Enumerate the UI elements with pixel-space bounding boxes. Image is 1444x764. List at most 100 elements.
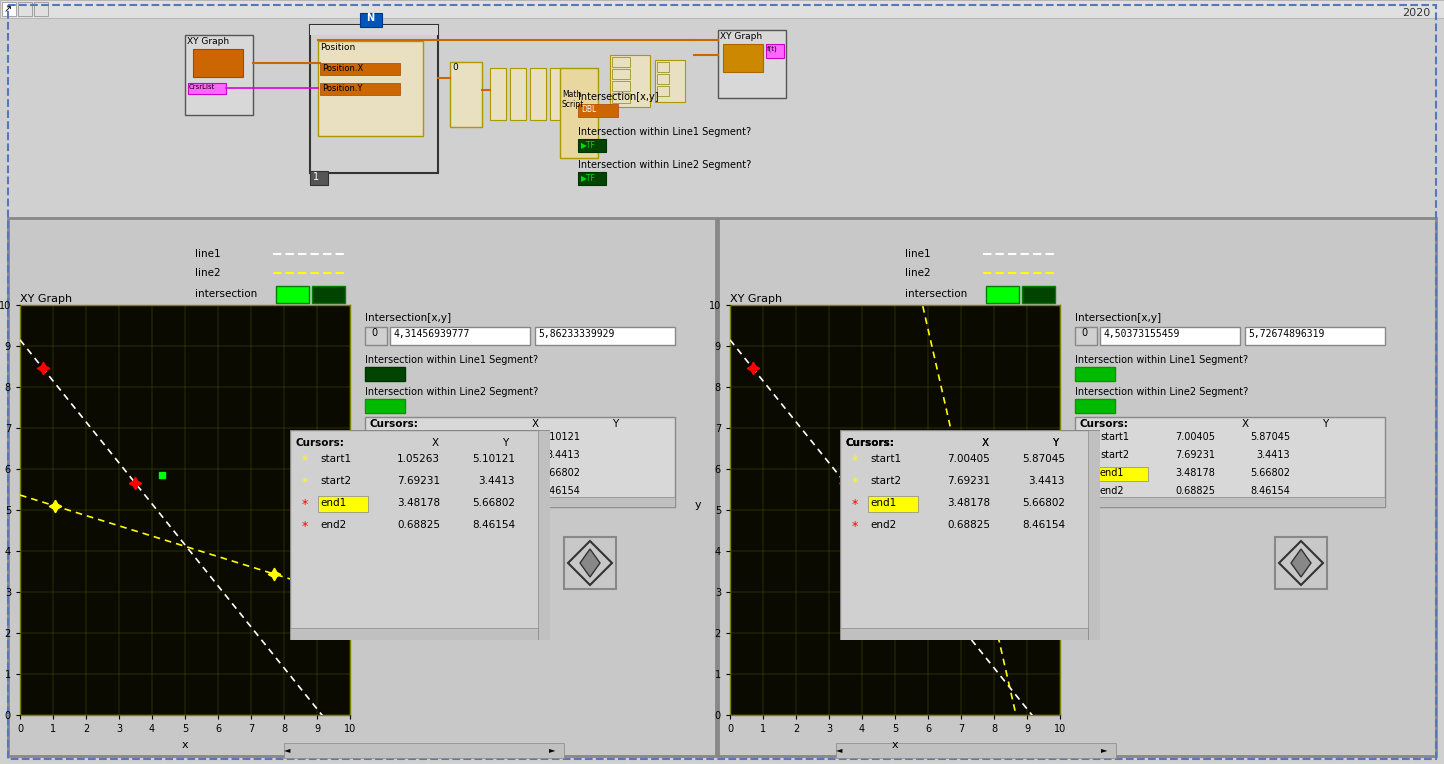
Polygon shape (1291, 549, 1311, 577)
Bar (35, 2, 48, 16)
Bar (612, 81, 630, 91)
Text: X: X (982, 438, 989, 448)
Bar (578, 104, 618, 117)
Bar (612, 69, 630, 79)
Text: end2: end2 (1100, 486, 1125, 496)
Bar (321, 83, 400, 95)
Text: Intersection within Line1 Segment?: Intersection within Line1 Segment? (365, 355, 539, 365)
Text: 5,72674896319: 5,72674896319 (1248, 329, 1324, 339)
Text: Cursors:: Cursors: (1080, 419, 1129, 429)
Bar (318, 496, 368, 512)
Text: 3.48178: 3.48178 (1175, 468, 1214, 478)
Text: Cursors:: Cursors: (370, 419, 419, 429)
Text: XY Graph: XY Graph (188, 37, 230, 46)
Text: 7.69231: 7.69231 (1175, 450, 1214, 460)
Bar (840, 628, 1087, 640)
Text: Y: Y (1321, 419, 1328, 429)
Bar (657, 74, 669, 84)
Bar (1074, 497, 1385, 507)
Text: ▶TF: ▶TF (580, 173, 596, 182)
Text: start1: start1 (1100, 432, 1129, 442)
Text: 3.4413: 3.4413 (1256, 450, 1289, 460)
Text: Intersection within Line1 Segment?: Intersection within Line1 Segment? (1074, 355, 1248, 365)
Text: start2: start2 (869, 476, 901, 486)
Bar (321, 63, 400, 75)
Text: 7.69231: 7.69231 (465, 450, 505, 460)
Bar (765, 44, 784, 58)
Text: intersection: intersection (905, 290, 967, 299)
Bar (560, 68, 598, 158)
Text: *: * (302, 476, 308, 489)
Text: Position.X: Position.X (322, 64, 364, 73)
Text: 1.05263: 1.05263 (397, 454, 440, 464)
Text: end1: end1 (321, 498, 347, 508)
Text: Y: Y (1051, 438, 1058, 448)
Text: Intersection within Line1 Segment?: Intersection within Line1 Segment? (578, 127, 751, 137)
Text: Y: Y (503, 438, 508, 448)
Bar (188, 83, 227, 94)
Text: 8.46154: 8.46154 (1251, 486, 1289, 496)
Bar (1087, 430, 1100, 640)
Text: 0.68825: 0.68825 (465, 486, 505, 496)
Text: *: * (373, 432, 378, 442)
Text: intersection: intersection (195, 290, 257, 299)
Bar (365, 399, 404, 413)
Bar (539, 430, 550, 640)
Text: 7.69231: 7.69231 (947, 476, 991, 486)
Bar (1100, 327, 1240, 345)
Text: 8.46154: 8.46154 (540, 486, 580, 496)
Bar (1097, 467, 1148, 481)
Text: Position: Position (321, 43, 355, 52)
Bar (490, 68, 505, 120)
X-axis label: x: x (182, 740, 188, 749)
Text: X: X (432, 438, 439, 448)
Bar (193, 49, 243, 77)
Bar (578, 172, 606, 185)
Bar (0, 0, 1444, 18)
Bar (1074, 327, 1097, 345)
Text: ◄: ◄ (836, 745, 842, 754)
Y-axis label: y: y (695, 500, 700, 510)
Text: N: N (365, 13, 374, 23)
Bar (1022, 286, 1056, 303)
Text: *: * (302, 520, 308, 533)
Text: Intersection within Line2 Segment?: Intersection within Line2 Segment? (365, 387, 539, 397)
Text: start1: start1 (390, 432, 419, 442)
Bar (290, 628, 539, 640)
Bar (1, 2, 16, 16)
Bar (451, 62, 482, 127)
Bar (657, 62, 669, 72)
Text: *: * (373, 486, 378, 496)
Bar (1275, 537, 1327, 589)
Text: 5.10121: 5.10121 (540, 432, 580, 442)
Bar (388, 467, 438, 481)
Bar (510, 68, 526, 120)
Text: *: * (852, 498, 858, 511)
Text: end1: end1 (390, 468, 414, 478)
Text: *: * (852, 520, 858, 533)
Text: 5.66802: 5.66802 (472, 498, 516, 508)
Text: line1: line1 (195, 249, 221, 259)
Bar (17, 2, 32, 16)
Text: Intersection[x,y]: Intersection[x,y] (1074, 313, 1161, 323)
Text: *: * (852, 454, 858, 467)
Bar (609, 55, 650, 107)
Bar (565, 537, 617, 589)
Bar (1245, 327, 1385, 345)
Text: Cursors:: Cursors: (845, 438, 894, 448)
Bar (365, 327, 387, 345)
Text: 0: 0 (371, 328, 377, 338)
Text: ◄: ◄ (284, 745, 290, 754)
Text: start1: start1 (869, 454, 901, 464)
Text: 4,50373155459: 4,50373155459 (1103, 329, 1180, 339)
Text: *: * (373, 468, 378, 478)
Bar (1074, 367, 1115, 381)
Text: DBL: DBL (580, 105, 596, 114)
Bar (310, 25, 438, 173)
Text: 5.66802: 5.66802 (1251, 468, 1289, 478)
Text: XY Graph: XY Graph (731, 294, 783, 304)
Bar (310, 25, 438, 35)
Text: X: X (1242, 419, 1249, 429)
Text: *: * (1082, 486, 1087, 496)
Text: 0: 0 (452, 63, 458, 72)
